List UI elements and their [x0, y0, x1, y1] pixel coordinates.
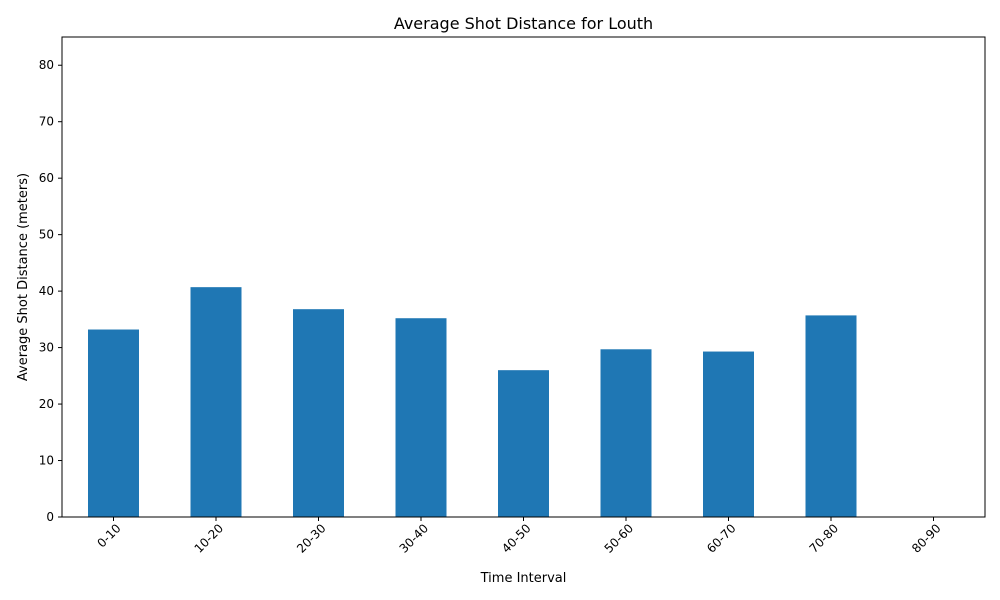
plot-area — [88, 287, 857, 517]
y-tick-label: 60 — [39, 171, 54, 185]
bar-20-30 — [293, 309, 344, 517]
bar-60-70 — [703, 351, 754, 517]
y-tick-label: 20 — [39, 397, 54, 411]
bar-40-50 — [498, 370, 549, 517]
x-tick-label: 40-50 — [499, 521, 534, 556]
y-tick-label: 70 — [39, 115, 54, 129]
y-tick-label: 10 — [39, 454, 54, 468]
y-tick-label: 30 — [39, 341, 54, 355]
chart-title: Average Shot Distance for Louth — [394, 14, 653, 33]
x-tick-label: 80-90 — [909, 521, 944, 556]
plot-frame — [61, 36, 986, 518]
x-tick-label: 20-30 — [294, 521, 329, 556]
y-axis-label: Average Shot Distance (meters) — [16, 173, 31, 381]
x-tick-label: 70-80 — [807, 521, 842, 556]
y-tick-label: 80 — [39, 58, 54, 72]
bar-0-10 — [88, 329, 139, 517]
bar-50-60 — [600, 349, 652, 517]
y-tick-label: 40 — [39, 284, 54, 298]
y-axis: 0 10 20 30 40 50 60 70 80 — [39, 58, 62, 524]
x-axis: 0-10 10-20 20-30 30-40 40-50 50-60 60-70 70-80 8… — [94, 517, 944, 556]
x-tick-label: 0-10 — [94, 521, 123, 550]
y-tick-label: 50 — [39, 228, 54, 242]
bar-70-80 — [805, 315, 857, 517]
bar-10-20 — [190, 287, 242, 517]
x-tick-label: 10-20 — [192, 521, 227, 556]
x-axis-label: Time Interval — [480, 571, 567, 586]
y-tick-label: 0 — [46, 510, 54, 524]
bar-30-40 — [395, 318, 447, 517]
x-tick-label: 30-40 — [397, 521, 432, 556]
x-tick-label: 60-70 — [704, 521, 739, 556]
x-tick-label: 50-60 — [602, 521, 637, 556]
